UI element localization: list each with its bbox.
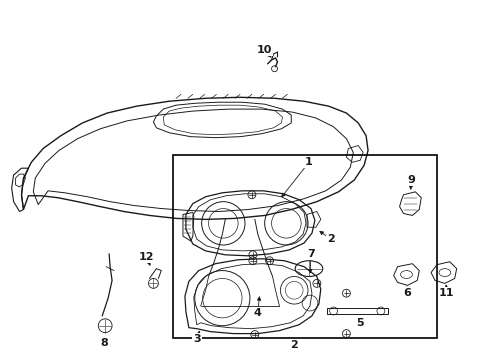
Text: 6: 6 bbox=[403, 288, 410, 298]
Text: 2: 2 bbox=[326, 234, 334, 244]
Text: 9: 9 bbox=[407, 175, 414, 185]
Text: 10: 10 bbox=[257, 45, 272, 55]
Bar bbox=[173, 156, 436, 338]
Text: 12: 12 bbox=[139, 252, 154, 262]
Text: 1: 1 bbox=[305, 157, 312, 167]
Text: 5: 5 bbox=[356, 318, 363, 328]
Text: 7: 7 bbox=[306, 249, 314, 259]
Text: 3: 3 bbox=[193, 334, 200, 345]
Text: 8: 8 bbox=[100, 338, 108, 348]
Text: 2: 2 bbox=[290, 341, 298, 350]
Text: 11: 11 bbox=[438, 288, 454, 298]
Text: 4: 4 bbox=[253, 308, 261, 318]
